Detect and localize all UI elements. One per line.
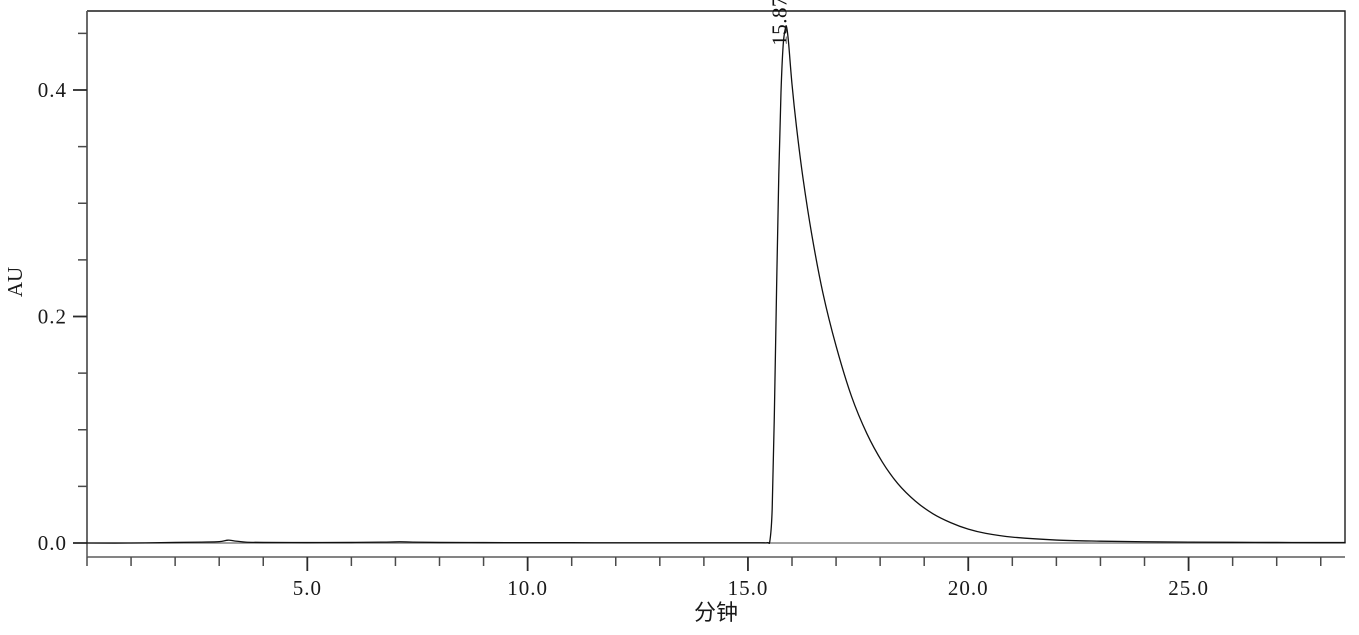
x-axis-title: 分钟 xyxy=(694,601,738,626)
y-tick-label: 0.0 xyxy=(38,531,67,555)
y-axis-ticks xyxy=(73,32,87,544)
x-axis-ticks xyxy=(86,557,1322,571)
x-tick-label: 15.0 xyxy=(728,576,769,600)
x-tick-label: 20.0 xyxy=(948,576,989,600)
x-tick-label: 5.0 xyxy=(293,576,322,600)
chromatogram-trace xyxy=(86,25,1346,545)
peak-annotations: 15.878 xyxy=(768,0,792,46)
x-tick-label: 10.0 xyxy=(507,576,548,600)
y-axis-tick-labels: 0.0 0.2 0.4 xyxy=(38,78,67,555)
x-axis-tick-labels: 5.0 10.0 15.0 20.0 25.0 xyxy=(293,576,1209,600)
peak-retention-time-label: 15.878 xyxy=(768,0,792,46)
y-tick-label: 0.2 xyxy=(38,305,67,329)
y-tick-label: 0.4 xyxy=(38,78,67,102)
x-tick-label: 25.0 xyxy=(1168,576,1209,600)
y-axis-title: AU xyxy=(3,267,27,297)
